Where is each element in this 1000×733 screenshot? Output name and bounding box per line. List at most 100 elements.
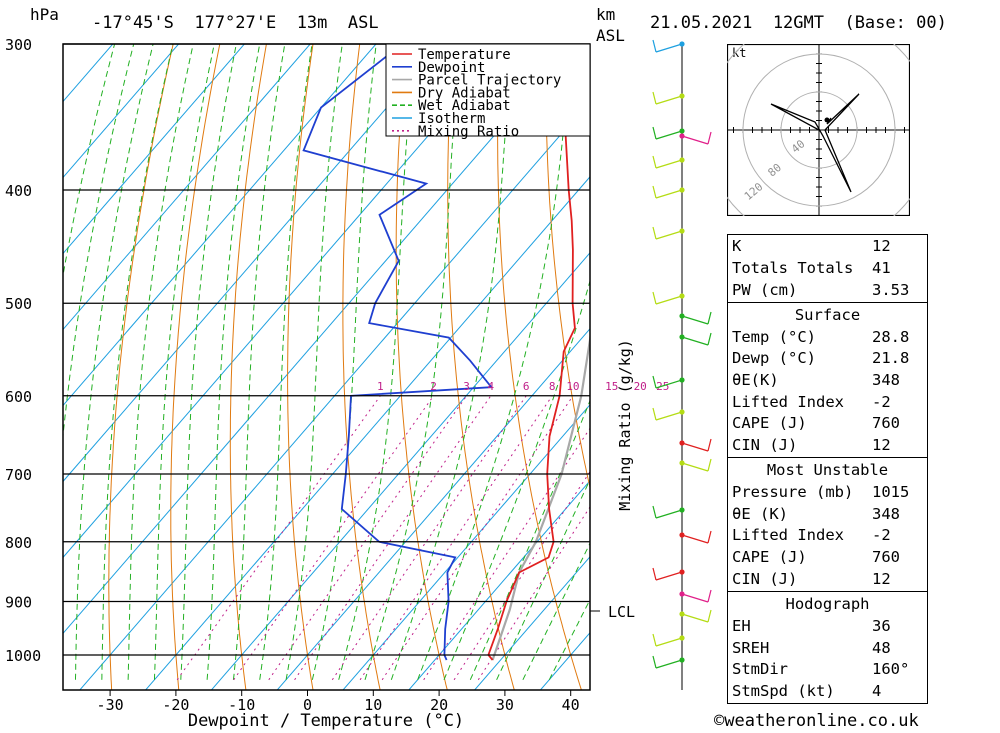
km-unit-label: km [596, 5, 616, 24]
isotherm-line [63, 44, 180, 179]
mu-row-cin: CIN (J) 12 [732, 570, 891, 588]
wind-barb [681, 613, 709, 623]
dry-adiabat-line [395, 44, 448, 690]
wind-barb-flag [652, 407, 657, 421]
wet-adiabat-line [522, 542, 590, 681]
pressure-tick-label: 1000 [5, 647, 41, 665]
isotherm-line [342, 404, 590, 690]
wind-barb-flag [707, 131, 712, 145]
pressure-tick-label: 800 [5, 534, 32, 552]
isotherm-line [408, 479, 590, 690]
wind-barb-flag [652, 185, 657, 199]
wet-adiabat-line [338, 44, 416, 680]
hodo-row-eh: EH 36 [732, 617, 891, 635]
wind-barb [655, 43, 683, 53]
mixing-ratio-label: 15 [605, 380, 618, 393]
wind-barb-flag [652, 633, 657, 647]
hodo-row-stmspd: StmSpd (kt) 4 [732, 682, 882, 700]
mixing-ratio-label: 4 [487, 380, 494, 393]
index-row-totals: Totals Totals 41 [732, 259, 891, 277]
isotherm-line [276, 328, 590, 690]
legend-entry: Mixing Ratio [418, 124, 519, 140]
surface-row-thetae: θE(K) 348 [732, 371, 900, 389]
storm-motion-marker [824, 117, 830, 123]
mixing-ratio-line [294, 395, 492, 681]
wind-barb-flag [652, 39, 657, 53]
mu-row-thetae: θE (K) 348 [732, 505, 900, 523]
wind-barb [655, 130, 683, 140]
datetime-label: 21.05.2021 12GMT (Base: 00) [650, 13, 947, 33]
isotherm-line [144, 176, 590, 690]
wind-barb-flag [707, 438, 712, 452]
mixing-ratio-label: 8 [549, 380, 556, 393]
wind-barb-flag [652, 226, 657, 240]
hodograph-ring [742, 53, 896, 207]
dry-adiabat-line [170, 44, 221, 690]
mixing-ratio-label: 20 [634, 380, 647, 393]
isotherm-line [63, 44, 246, 255]
hodo-row-sreh: SREH 48 [732, 639, 891, 657]
wind-barbs [652, 39, 712, 669]
wind-barb [681, 593, 709, 603]
wet-adiabat-line [75, 44, 154, 680]
wind-barb [655, 159, 683, 169]
asl-unit-label: ASL [596, 26, 625, 45]
wet-adiabat-line [180, 44, 237, 680]
mixing-ratio-label: 1 [377, 380, 384, 393]
pressure-tick-label: 300 [5, 36, 32, 54]
surface-row-lifted: Lifted Index -2 [732, 393, 891, 411]
wind-barb [655, 637, 683, 647]
hodograph-trace [770, 93, 860, 193]
hodograph-section-title: Hodograph [785, 595, 870, 613]
surface-section-title: Surface [794, 306, 861, 324]
temp-tick-label: -10 [228, 696, 255, 714]
wet-adiabat-line [63, 44, 116, 279]
isotherm-line [473, 555, 590, 690]
x-axis-title: Dewpoint / Temperature (°C) [188, 711, 464, 731]
hpa-unit-label: hPa [30, 5, 59, 24]
wind-barb [681, 336, 709, 346]
wet-adiabat-line [548, 598, 590, 681]
wind-barb [655, 189, 683, 199]
dry-adiabat-line [108, 44, 174, 690]
wet-adiabat-line [469, 399, 590, 681]
legend-entry: Parcel Trajectory [418, 73, 561, 89]
dry-adiabat-line [229, 44, 267, 690]
pressure-tick-label: 500 [5, 295, 32, 313]
wet-adiabat-line [259, 44, 313, 680]
mixing-ratio-line [331, 395, 527, 681]
wind-barb [655, 95, 683, 105]
wet-adiabat-line [285, 44, 343, 680]
mixing-ratio-line [423, 427, 590, 681]
dry-adiabat-line [287, 44, 314, 690]
surface-row-cape: CAPE (J) 760 [732, 414, 900, 432]
surface-row-cin: CIN (J) 12 [732, 436, 891, 454]
dry-adiabat-line [545, 44, 590, 490]
wind-barb-flag [707, 311, 712, 325]
pressure-tick-label: 900 [5, 594, 32, 612]
wet-adiabat-line [206, 44, 261, 680]
surface-row-dewp: Dewp (°C) 21.8 [732, 349, 910, 367]
pressure-tick-label: 600 [5, 388, 32, 406]
hodo-row-stmdir: StmDir 160° [732, 660, 910, 678]
mixing-ratio-line [176, 395, 381, 681]
temp-tick-label: -20 [162, 696, 189, 714]
isotherm-line [63, 44, 443, 483]
mixing-ratio-label: 6 [523, 380, 530, 393]
mixing-ratio-label: 2 [430, 380, 437, 393]
mu-row-lifted: Lifted Index -2 [732, 526, 891, 544]
legend-entry: Wet Adiabat [418, 98, 511, 114]
wet-adiabat-line [232, 44, 286, 680]
mixing-ratio-line [453, 470, 590, 681]
mu-row-cape: CAPE (J) 760 [732, 548, 900, 566]
location-title: -17°45'S 177°27'E 13m ASL [92, 13, 379, 33]
most-unstable-section-title: Most Unstable [766, 461, 889, 479]
dry-adiabat-line [593, 9, 721, 703]
wet-adiabat-line [496, 478, 590, 681]
index-row-k: K 12 [732, 237, 891, 255]
wind-barb [681, 315, 709, 325]
temp-tick-label: 40 [562, 696, 580, 714]
wind-barb-flag [707, 530, 712, 544]
